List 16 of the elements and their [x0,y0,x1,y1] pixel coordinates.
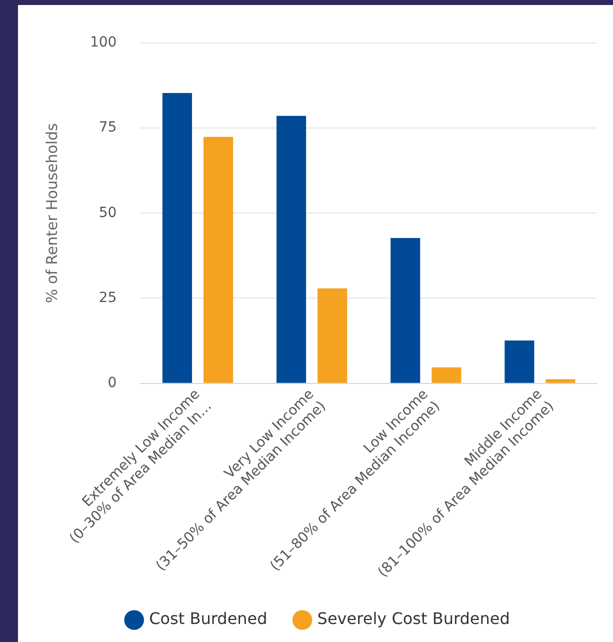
y-tick-label: 25 [98,290,117,306]
y-axis-title: % of Renter Households [42,123,61,304]
bar [318,288,348,383]
y-tick-label: 100 [90,34,117,51]
bar [390,238,420,383]
bar [162,93,192,383]
legend-label: Cost Burdened [149,609,268,628]
bar [546,379,576,383]
y-tick-label: 50 [98,204,117,221]
bar [204,136,234,383]
bar [504,340,534,383]
y-tick-label: 75 [98,120,117,136]
y-tick-label: 0 [108,374,117,391]
bar [432,367,462,383]
bar [276,116,306,383]
legend-label: Severely Cost Burdened [317,609,510,628]
